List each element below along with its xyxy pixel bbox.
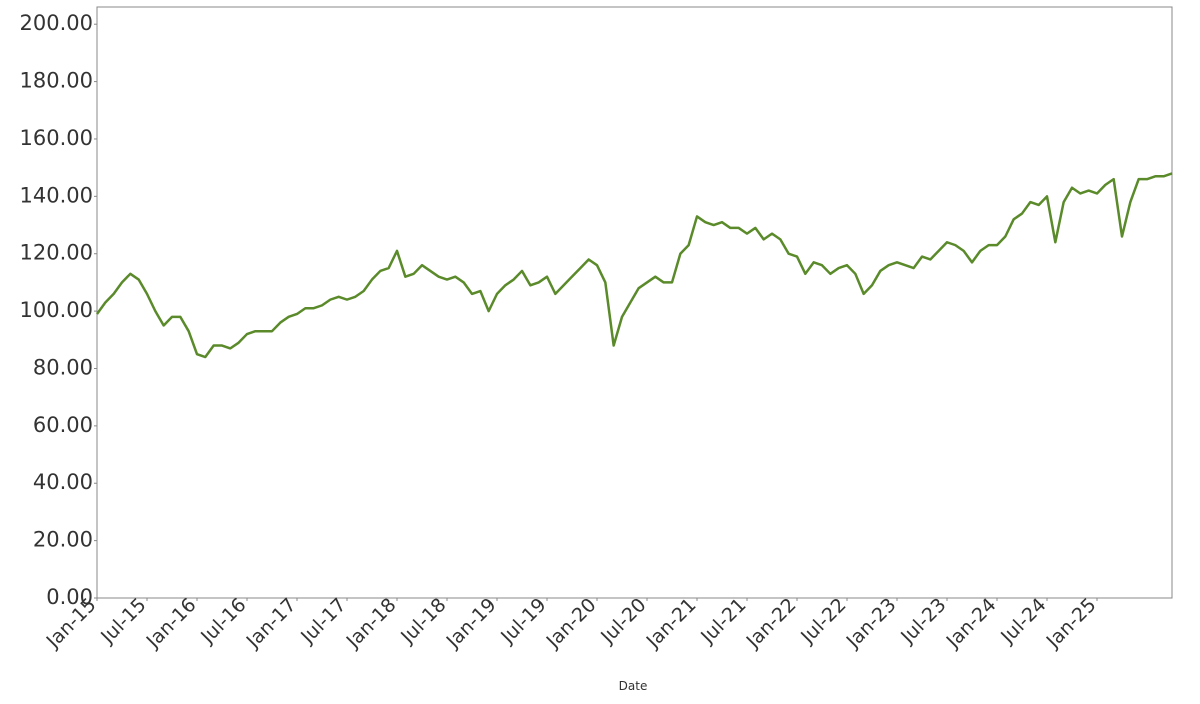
y-tick-label: 100.00 bbox=[20, 298, 93, 322]
y-tick-label: 200.00 bbox=[20, 11, 93, 35]
x-tick-label: Jul-24 bbox=[996, 594, 1050, 648]
y-tick-label: 40.00 bbox=[33, 470, 93, 494]
y-tick-label: 0.00 bbox=[46, 585, 93, 609]
x-tick-label: Jul-16 bbox=[196, 594, 250, 648]
x-tick-label: Jul-21 bbox=[696, 594, 750, 648]
plot-frame bbox=[96, 6, 1173, 599]
x-tick-label: Jul-15 bbox=[96, 594, 150, 648]
y-tick-label: 180.00 bbox=[20, 69, 93, 93]
x-tick-label: Jul-18 bbox=[396, 594, 450, 648]
y-tick-label: 80.00 bbox=[33, 355, 93, 379]
x-tick-label: Jan-23 bbox=[842, 594, 901, 653]
data-line bbox=[95, 172, 1173, 359]
x-tick-label: Jan-17 bbox=[242, 594, 301, 653]
x-tick-label: Jan-18 bbox=[342, 594, 401, 653]
y-tick-label: 140.00 bbox=[20, 183, 93, 207]
y-tick-label: 120.00 bbox=[20, 241, 93, 265]
x-tick-label: Jul-20 bbox=[596, 594, 650, 648]
x-tick-label: Jan-19 bbox=[442, 594, 501, 653]
x-axis-label: Date bbox=[619, 679, 648, 693]
x-tick-label: Jul-23 bbox=[896, 594, 950, 648]
y-tick-label: 160.00 bbox=[20, 126, 93, 150]
x-tick-label: Jan-24 bbox=[942, 594, 1001, 653]
y-tick-label: 20.00 bbox=[33, 528, 93, 552]
y-tick-label: 60.00 bbox=[33, 413, 93, 437]
x-tick-label: Jul-17 bbox=[296, 594, 350, 648]
x-tick-label: Jul-22 bbox=[796, 594, 850, 648]
x-tick-label: Jan-21 bbox=[642, 594, 701, 653]
x-tick-label: Jan-25 bbox=[1042, 594, 1101, 653]
x-tick-label: Jan-22 bbox=[742, 594, 801, 653]
x-tick-label: Jan-16 bbox=[142, 594, 201, 653]
x-tick-label: Jan-20 bbox=[542, 594, 601, 653]
x-tick-label: Jul-19 bbox=[496, 594, 550, 648]
